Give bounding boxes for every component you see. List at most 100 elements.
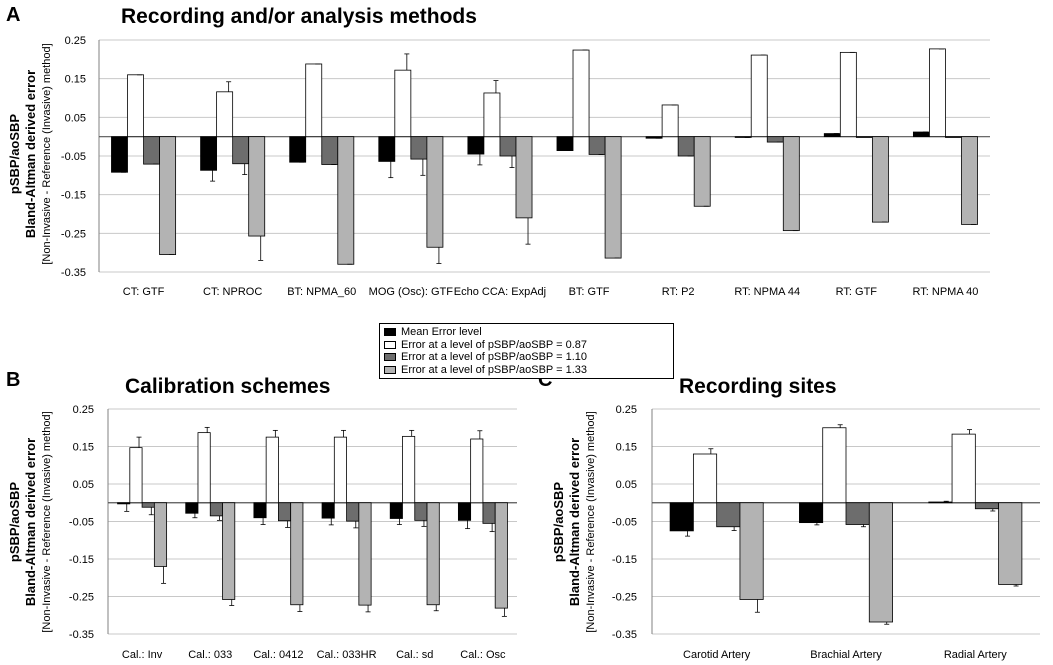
plot-area-b: 0.25 0.15 0.05 -0.05 -0.15 -0.25 -0.35 Cal.: In… xyxy=(69,404,517,661)
bar-b-4-133 xyxy=(426,502,440,606)
bar-b-4-087 xyxy=(402,435,416,504)
plot-area-c: 0.25 0.15 0.05 -0.05 -0.15 -0.25 -0.35 Carotid … xyxy=(612,404,1040,661)
bar-a-0-110 xyxy=(143,136,160,165)
bar-c-0-133 xyxy=(739,502,764,600)
bar-b-4-110 xyxy=(414,502,428,521)
bar-c-1-110 xyxy=(845,502,870,525)
x-tick-label-b-4: Cal.: sd xyxy=(396,649,433,661)
y-axis-label-a: pSBP/aoSBP Bland-Altman derived error [N… xyxy=(7,43,53,264)
bar-a-0-133 xyxy=(159,136,177,256)
y-tick-label-a-0: 0.25 xyxy=(65,35,86,47)
y-axis-label-c-line2: Bland-Altman derived error xyxy=(567,438,582,606)
bar-c-2-087 xyxy=(951,433,976,504)
bar-a-1-mean xyxy=(200,136,218,171)
y-axis-label-b: pSBP/aoSBP Bland-Altman derived error [N… xyxy=(7,411,53,632)
bar-b-4-mean xyxy=(389,502,403,519)
bar-a-8-mean xyxy=(823,133,841,138)
x-tick-label-a-2: BT: NPMA_60 xyxy=(287,286,356,298)
bar-b-3-133 xyxy=(358,502,372,606)
bar-b-3-110 xyxy=(346,502,360,522)
y-tick-label-a-5: -0.25 xyxy=(61,228,86,240)
bar-b-0-110 xyxy=(141,502,155,508)
bar-c-1-mean xyxy=(799,502,824,524)
legend-label-mean: Mean Error level xyxy=(401,326,482,339)
bar-a-3-mean xyxy=(378,136,396,162)
y-tick-label-c-1: 0.15 xyxy=(616,442,637,454)
bar-a-4-087 xyxy=(483,92,501,138)
x-tick-label-a-4: Echo CCA: ExpAdj xyxy=(454,286,546,298)
y-tick-label-b-3: -0.05 xyxy=(69,517,94,529)
bar-a-9-087 xyxy=(929,48,946,138)
y-tick-label-c-3: -0.05 xyxy=(612,517,637,529)
bar-b-3-mean xyxy=(321,502,335,519)
y-tick-label-a-6: -0.35 xyxy=(61,267,86,279)
x-tick-label-a-7: RT: NPMA 44 xyxy=(734,286,800,298)
legend-label-110: Error at a level of pSBP/aoSBP = 1.10 xyxy=(401,351,587,364)
bar-a-3-110 xyxy=(410,136,428,160)
bar-a-7-087 xyxy=(750,54,768,138)
chart-title-c: Recording sites xyxy=(679,375,837,398)
bar-b-2-133 xyxy=(290,502,304,606)
bar-b-1-mean xyxy=(185,502,199,514)
bar-b-2-087 xyxy=(265,436,279,504)
bar-a-1-087 xyxy=(216,91,234,138)
legend-swatch-mean xyxy=(384,328,396,337)
panel-letter-b: B xyxy=(6,369,20,391)
bar-b-2-110 xyxy=(278,502,292,522)
bar-a-6-133 xyxy=(693,136,711,207)
bar-a-4-110 xyxy=(499,136,517,157)
x-tick-label-c-1: Brachial Artery xyxy=(810,649,882,661)
y-axis-label-c-line1: pSBP/aoSBP xyxy=(551,482,566,563)
bar-a-7-133 xyxy=(782,136,800,232)
bar-a-5-087 xyxy=(572,49,590,138)
y-tick-label-a-1: 0.15 xyxy=(65,74,86,86)
x-tick-label-c-0: Carotid Artery xyxy=(683,649,751,661)
bar-a-1-110 xyxy=(232,136,250,165)
bar-a-5-133 xyxy=(604,136,622,259)
x-tick-label-a-6: RT: P2 xyxy=(662,286,695,298)
bar-b-3-087 xyxy=(333,436,347,504)
x-tick-label-b-5: Cal.: Osc xyxy=(460,649,506,661)
x-tick-label-a-5: BT: GTF xyxy=(569,286,610,298)
bar-a-7-110 xyxy=(766,136,784,143)
bar-a-8-133 xyxy=(871,136,889,223)
bar-a-1-133 xyxy=(248,136,266,237)
legend-swatch-110 xyxy=(384,353,396,362)
legend-label-087: Error at a level of pSBP/aoSBP = 0.87 xyxy=(401,338,587,351)
plot-area-a: 0.25 0.15 0.05 -0.05 -0.15 -0.25 -0.35 CT: GTF C… xyxy=(61,35,990,298)
bar-a-9-mean xyxy=(912,131,930,138)
panel-letter-a: A xyxy=(6,4,20,26)
x-tick-label-b-3: Cal.: 033HR xyxy=(317,649,377,661)
y-axis-label-a-line3: [Non-Invasive - Reference (Invasive) met… xyxy=(41,43,53,264)
bar-a-0-087 xyxy=(127,74,144,138)
bar-a-2-087 xyxy=(305,63,323,138)
y-tick-label-b-2: 0.05 xyxy=(73,479,94,491)
bar-b-5-mean xyxy=(457,502,472,521)
bar-a-5-110 xyxy=(588,136,606,155)
bar-a-4-mean xyxy=(467,136,485,155)
bar-a-2-133 xyxy=(337,136,355,265)
y-axis-label-a-line2: Bland-Altman derived error xyxy=(23,70,38,238)
legend-item-087: Error at a level of pSBP/aoSBP = 0.87 xyxy=(384,339,669,352)
bar-c-1-087 xyxy=(822,427,847,504)
bar-b-5-110 xyxy=(482,502,496,524)
y-tick-label-b-5: -0.25 xyxy=(69,592,94,604)
bar-c-0-087 xyxy=(692,453,718,504)
x-tick-label-c-2: Radial Artery xyxy=(944,649,1007,661)
x-tick-label-a-0: CT: GTF xyxy=(123,286,165,298)
bar-c-2-133 xyxy=(998,502,1023,585)
y-tick-label-a-2: 0.05 xyxy=(65,112,86,124)
bar-a-4-133 xyxy=(515,136,533,219)
chart-title-b: Calibration schemes xyxy=(125,375,330,398)
bar-b-5-133 xyxy=(494,502,508,609)
x-tick-label-b-1: Cal.: 033 xyxy=(188,649,232,661)
y-tick-label-a-3: -0.05 xyxy=(61,151,86,163)
x-tick-label-a-3: MOG (Osc): GTF xyxy=(369,286,454,298)
legend-label-133: Error at a level of pSBP/aoSBP = 1.33 xyxy=(401,363,587,376)
y-tick-label-c-6: -0.35 xyxy=(612,629,637,641)
x-tick-label-a-1: CT: NPROC xyxy=(203,286,262,298)
bar-b-0-mean xyxy=(117,502,131,505)
bar-b-5-087 xyxy=(470,438,484,504)
x-tick-label-a-8: RT: GTF xyxy=(836,286,878,298)
